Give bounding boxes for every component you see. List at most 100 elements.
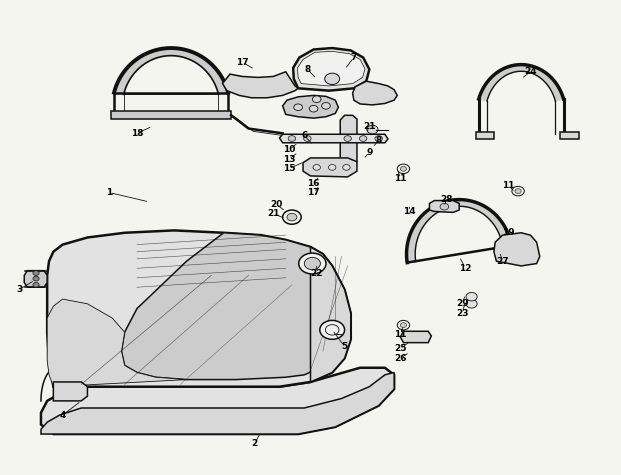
Polygon shape xyxy=(515,65,518,72)
Circle shape xyxy=(33,283,39,287)
Polygon shape xyxy=(548,82,556,87)
Polygon shape xyxy=(545,76,551,83)
Polygon shape xyxy=(509,66,513,73)
Polygon shape xyxy=(427,209,434,216)
Circle shape xyxy=(320,320,345,339)
Polygon shape xyxy=(530,66,533,73)
Text: 27: 27 xyxy=(496,256,509,266)
Polygon shape xyxy=(489,79,496,85)
Polygon shape xyxy=(164,48,167,56)
Polygon shape xyxy=(489,214,496,220)
Text: 25: 25 xyxy=(394,344,407,353)
Polygon shape xyxy=(217,85,226,89)
Text: 8: 8 xyxy=(376,136,382,145)
Text: 2: 2 xyxy=(252,439,258,448)
Circle shape xyxy=(294,104,302,111)
Polygon shape xyxy=(465,200,469,207)
Text: 21: 21 xyxy=(267,209,279,218)
Polygon shape xyxy=(452,200,455,207)
Polygon shape xyxy=(484,85,492,90)
Text: 3: 3 xyxy=(16,285,22,294)
Text: 1: 1 xyxy=(106,188,112,197)
Circle shape xyxy=(283,210,301,224)
Polygon shape xyxy=(476,132,494,139)
Polygon shape xyxy=(487,212,495,219)
Polygon shape xyxy=(208,68,217,75)
Polygon shape xyxy=(533,67,538,75)
Text: 29: 29 xyxy=(456,299,469,308)
Polygon shape xyxy=(145,53,152,61)
Circle shape xyxy=(313,164,320,170)
Polygon shape xyxy=(486,211,493,218)
Polygon shape xyxy=(486,83,493,88)
Circle shape xyxy=(466,300,477,308)
Polygon shape xyxy=(494,233,540,266)
Polygon shape xyxy=(507,66,512,73)
Polygon shape xyxy=(497,71,503,78)
Polygon shape xyxy=(120,76,129,82)
Text: 12: 12 xyxy=(459,264,472,273)
Polygon shape xyxy=(124,70,133,76)
Polygon shape xyxy=(561,132,579,139)
Polygon shape xyxy=(410,233,419,237)
Polygon shape xyxy=(217,87,227,91)
Polygon shape xyxy=(196,56,202,63)
Polygon shape xyxy=(486,82,494,87)
Polygon shape xyxy=(550,85,558,90)
Polygon shape xyxy=(407,246,416,248)
Polygon shape xyxy=(520,65,522,71)
Polygon shape xyxy=(407,252,415,254)
Polygon shape xyxy=(189,52,195,60)
Circle shape xyxy=(299,253,326,274)
Polygon shape xyxy=(482,207,488,214)
Polygon shape xyxy=(407,243,416,247)
Polygon shape xyxy=(510,66,514,73)
Polygon shape xyxy=(446,201,450,208)
Polygon shape xyxy=(548,80,555,86)
Polygon shape xyxy=(429,209,435,215)
Polygon shape xyxy=(456,200,458,206)
Polygon shape xyxy=(549,83,557,88)
Polygon shape xyxy=(432,206,438,213)
Circle shape xyxy=(397,164,410,173)
Polygon shape xyxy=(487,80,495,86)
Polygon shape xyxy=(293,48,369,91)
Polygon shape xyxy=(130,64,138,71)
Polygon shape xyxy=(512,65,515,72)
Text: 18: 18 xyxy=(131,129,143,138)
Polygon shape xyxy=(410,231,419,236)
Polygon shape xyxy=(118,80,128,85)
Polygon shape xyxy=(408,239,417,243)
Text: 28: 28 xyxy=(440,195,453,204)
Polygon shape xyxy=(494,73,501,80)
Polygon shape xyxy=(430,207,437,214)
Polygon shape xyxy=(422,214,430,220)
Polygon shape xyxy=(480,206,486,213)
Polygon shape xyxy=(407,250,415,252)
Polygon shape xyxy=(483,209,490,215)
Polygon shape xyxy=(211,73,220,79)
Text: 13: 13 xyxy=(283,155,295,164)
Polygon shape xyxy=(535,68,539,75)
Polygon shape xyxy=(407,260,415,263)
Polygon shape xyxy=(485,209,491,216)
Polygon shape xyxy=(523,65,525,71)
Polygon shape xyxy=(454,200,456,207)
Polygon shape xyxy=(481,91,489,95)
Polygon shape xyxy=(537,70,542,76)
Polygon shape xyxy=(202,61,210,68)
Polygon shape xyxy=(210,71,219,77)
Polygon shape xyxy=(117,83,126,88)
Polygon shape xyxy=(479,205,484,212)
Polygon shape xyxy=(464,200,466,207)
Polygon shape xyxy=(138,57,145,64)
Polygon shape xyxy=(417,220,425,226)
Polygon shape xyxy=(538,70,543,77)
Polygon shape xyxy=(502,239,510,243)
Polygon shape xyxy=(480,94,488,98)
Polygon shape xyxy=(503,68,508,75)
Polygon shape xyxy=(47,230,351,387)
Polygon shape xyxy=(158,49,162,57)
Polygon shape xyxy=(496,224,504,229)
Polygon shape xyxy=(188,52,193,59)
